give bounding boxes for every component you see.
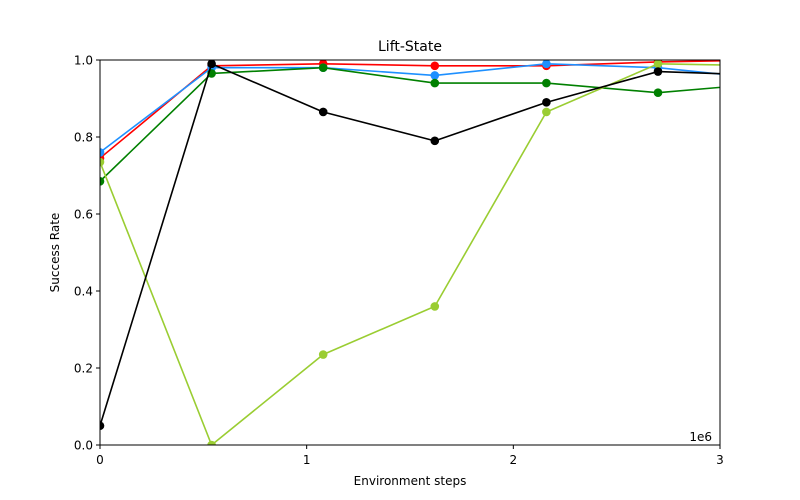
y-tick-label: 1.0 [74, 54, 93, 68]
plot-frame [99, 59, 721, 446]
y-axis-label: Success Rate [48, 213, 62, 293]
data-point [542, 78, 551, 88]
data-point [765, 79, 774, 88]
ticks-layer: 0 1 2 3 0.0 0.2 0.4 0.6 0.8 1.0 [74, 54, 724, 468]
x-axis-label: Environment steps [354, 474, 467, 488]
y-tick-label: 0.4 [74, 285, 93, 299]
data-point [765, 56, 774, 65]
data-point [430, 61, 440, 71]
data-point [542, 60, 551, 69]
data-point [100, 148, 105, 157]
y-tick-label: 0.0 [74, 439, 93, 453]
data-point [653, 88, 663, 98]
data-point [318, 350, 328, 359]
data-point [653, 67, 663, 76]
data-point [430, 302, 440, 311]
x-offset-label: 1e6 [689, 430, 712, 444]
data-point [100, 176, 105, 186]
series-layer [100, 56, 774, 445]
y-tick-label: 0.8 [74, 131, 93, 145]
data-point [100, 157, 105, 167]
data-point [765, 75, 774, 84]
data-point [765, 71, 774, 80]
y-tick-label: 0.2 [74, 362, 93, 376]
chart-title: Lift-State [378, 39, 442, 55]
x-tick-label: 3 [716, 453, 724, 467]
x-tick-label: 0 [96, 453, 104, 467]
data-point [430, 71, 440, 80]
data-point [542, 107, 551, 117]
data-point [207, 440, 216, 445]
data-point [318, 107, 328, 117]
series-line-5 [100, 63, 720, 426]
data-point [100, 421, 105, 431]
data-point [318, 63, 328, 72]
y-tick-label: 0.6 [74, 208, 93, 222]
x-tick-label: 2 [510, 453, 518, 467]
data-point [653, 60, 663, 69]
data-point [207, 60, 216, 69]
x-tick-label: 1 [303, 453, 311, 467]
data-point [765, 61, 774, 70]
data-point [430, 136, 440, 146]
data-point [542, 98, 551, 107]
data-point [430, 78, 440, 88]
series-line-4 [100, 63, 720, 445]
